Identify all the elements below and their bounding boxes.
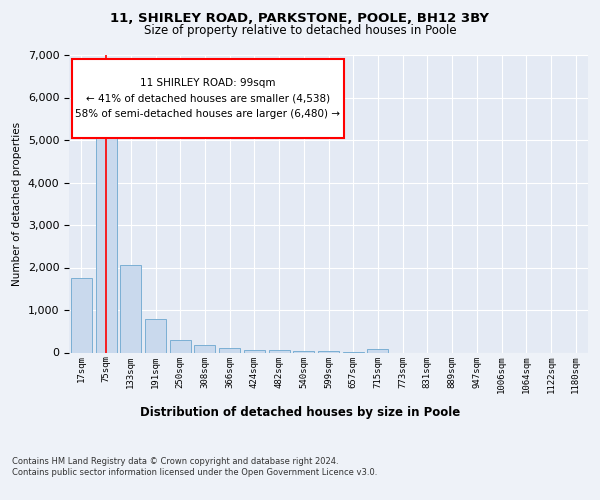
FancyBboxPatch shape <box>71 60 344 138</box>
Bar <box>367 349 388 352</box>
Text: Distribution of detached houses by size in Poole: Distribution of detached houses by size … <box>140 406 460 419</box>
Bar <box>293 351 314 352</box>
Bar <box>95 106 116 352</box>
Text: 11, SHIRLEY ROAD, PARKSTONE, POOLE, BH12 3BY: 11, SHIRLEY ROAD, PARKSTONE, POOLE, BH12… <box>110 12 490 26</box>
Y-axis label: Number of detached properties: Number of detached properties <box>12 122 22 286</box>
Bar <box>244 350 265 352</box>
Bar <box>269 350 290 352</box>
Text: 11 SHIRLEY ROAD: 99sqm
← 41% of detached houses are smaller (4,538)
58% of semi-: 11 SHIRLEY ROAD: 99sqm ← 41% of detached… <box>76 78 340 120</box>
Bar <box>219 348 240 352</box>
Text: Contains HM Land Registry data © Crown copyright and database right 2024.
Contai: Contains HM Land Registry data © Crown c… <box>12 458 377 477</box>
Bar <box>71 278 92 352</box>
Bar <box>170 340 191 352</box>
Text: Size of property relative to detached houses in Poole: Size of property relative to detached ho… <box>143 24 457 37</box>
Bar <box>120 266 141 352</box>
Bar <box>194 345 215 352</box>
Bar <box>145 318 166 352</box>
